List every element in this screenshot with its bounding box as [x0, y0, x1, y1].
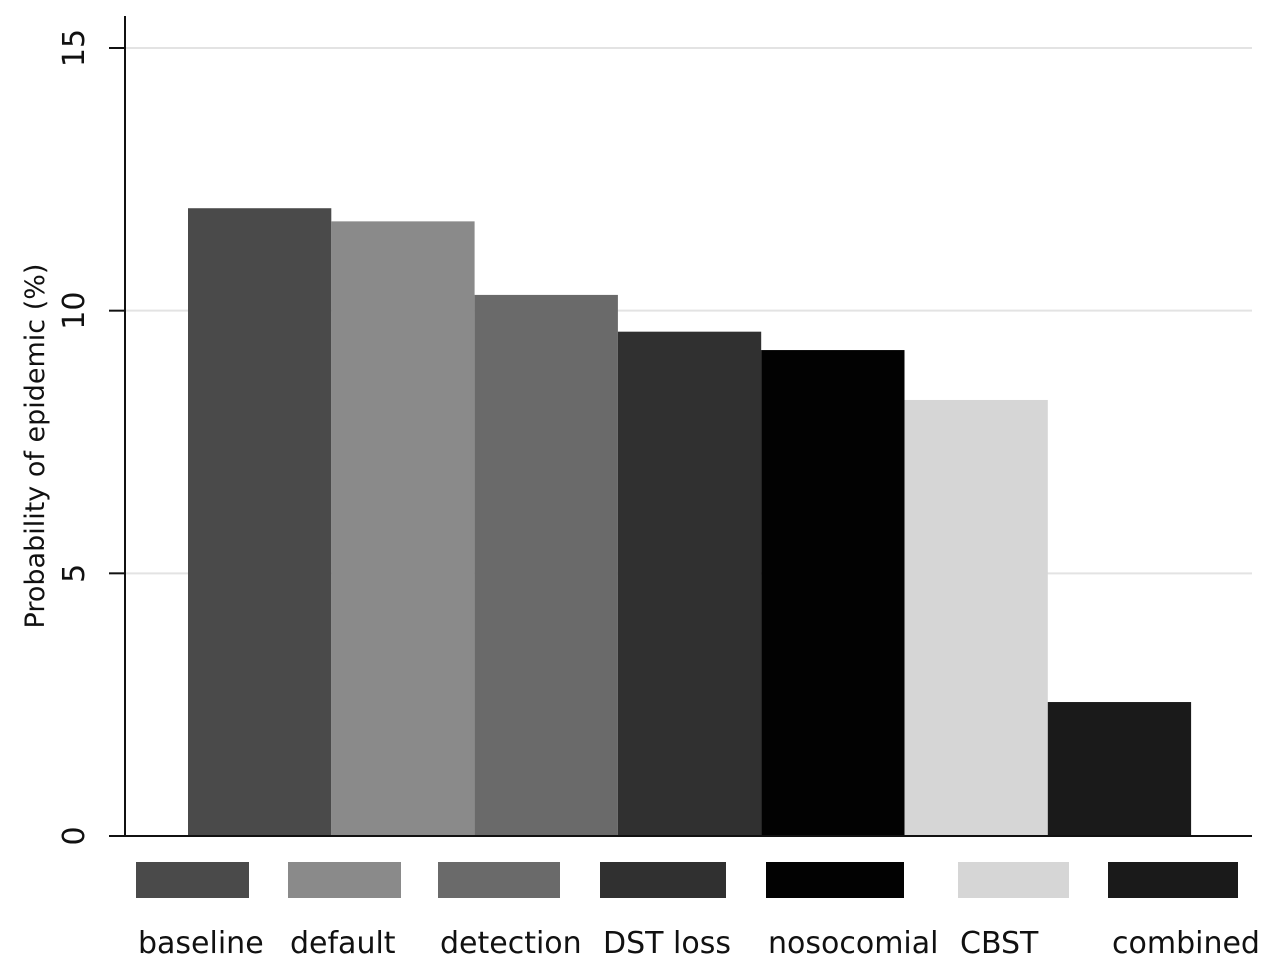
y-tick-label: 0	[57, 826, 92, 845]
bar-nosocomial	[761, 350, 905, 836]
bar-detection	[474, 294, 618, 836]
y-axis-title: Probability of epidemic (%)	[20, 264, 51, 629]
legend-label-baseline: baseline	[138, 926, 264, 961]
bar-dst-loss	[617, 331, 762, 836]
legend-swatch-combined	[1108, 862, 1238, 898]
legend-swatch-nosocomial	[766, 862, 904, 898]
bars	[188, 208, 1192, 837]
y-tick-label: 10	[57, 292, 92, 330]
legend-label-nosocomial: nosocomial	[768, 926, 938, 961]
bar-default	[331, 221, 475, 837]
y-tick-label: 5	[57, 564, 92, 583]
bar-cbst	[904, 399, 1048, 836]
legend-swatch-cbst	[958, 862, 1069, 898]
y-tick-label: 15	[57, 29, 92, 67]
bar-baseline	[188, 208, 332, 836]
legend-label-default: default	[290, 926, 396, 961]
axes: 0 5 10 15 Probability of epidemic (%)	[20, 16, 1252, 846]
legend-swatch-detection	[438, 862, 560, 898]
legend-label-cbst: CBST	[960, 926, 1039, 961]
legend-label-combined: combined	[1112, 926, 1260, 961]
legend-swatch-baseline	[136, 862, 249, 898]
legend: baseline default detection DST loss nosocomi…	[136, 862, 1260, 961]
legend-label-detection: detection	[440, 926, 582, 961]
legend-swatch-dst-loss	[600, 862, 726, 898]
legend-label-dst-loss: DST loss	[603, 926, 731, 961]
legend-swatch-default	[288, 862, 401, 898]
bar-combined	[1047, 702, 1192, 836]
